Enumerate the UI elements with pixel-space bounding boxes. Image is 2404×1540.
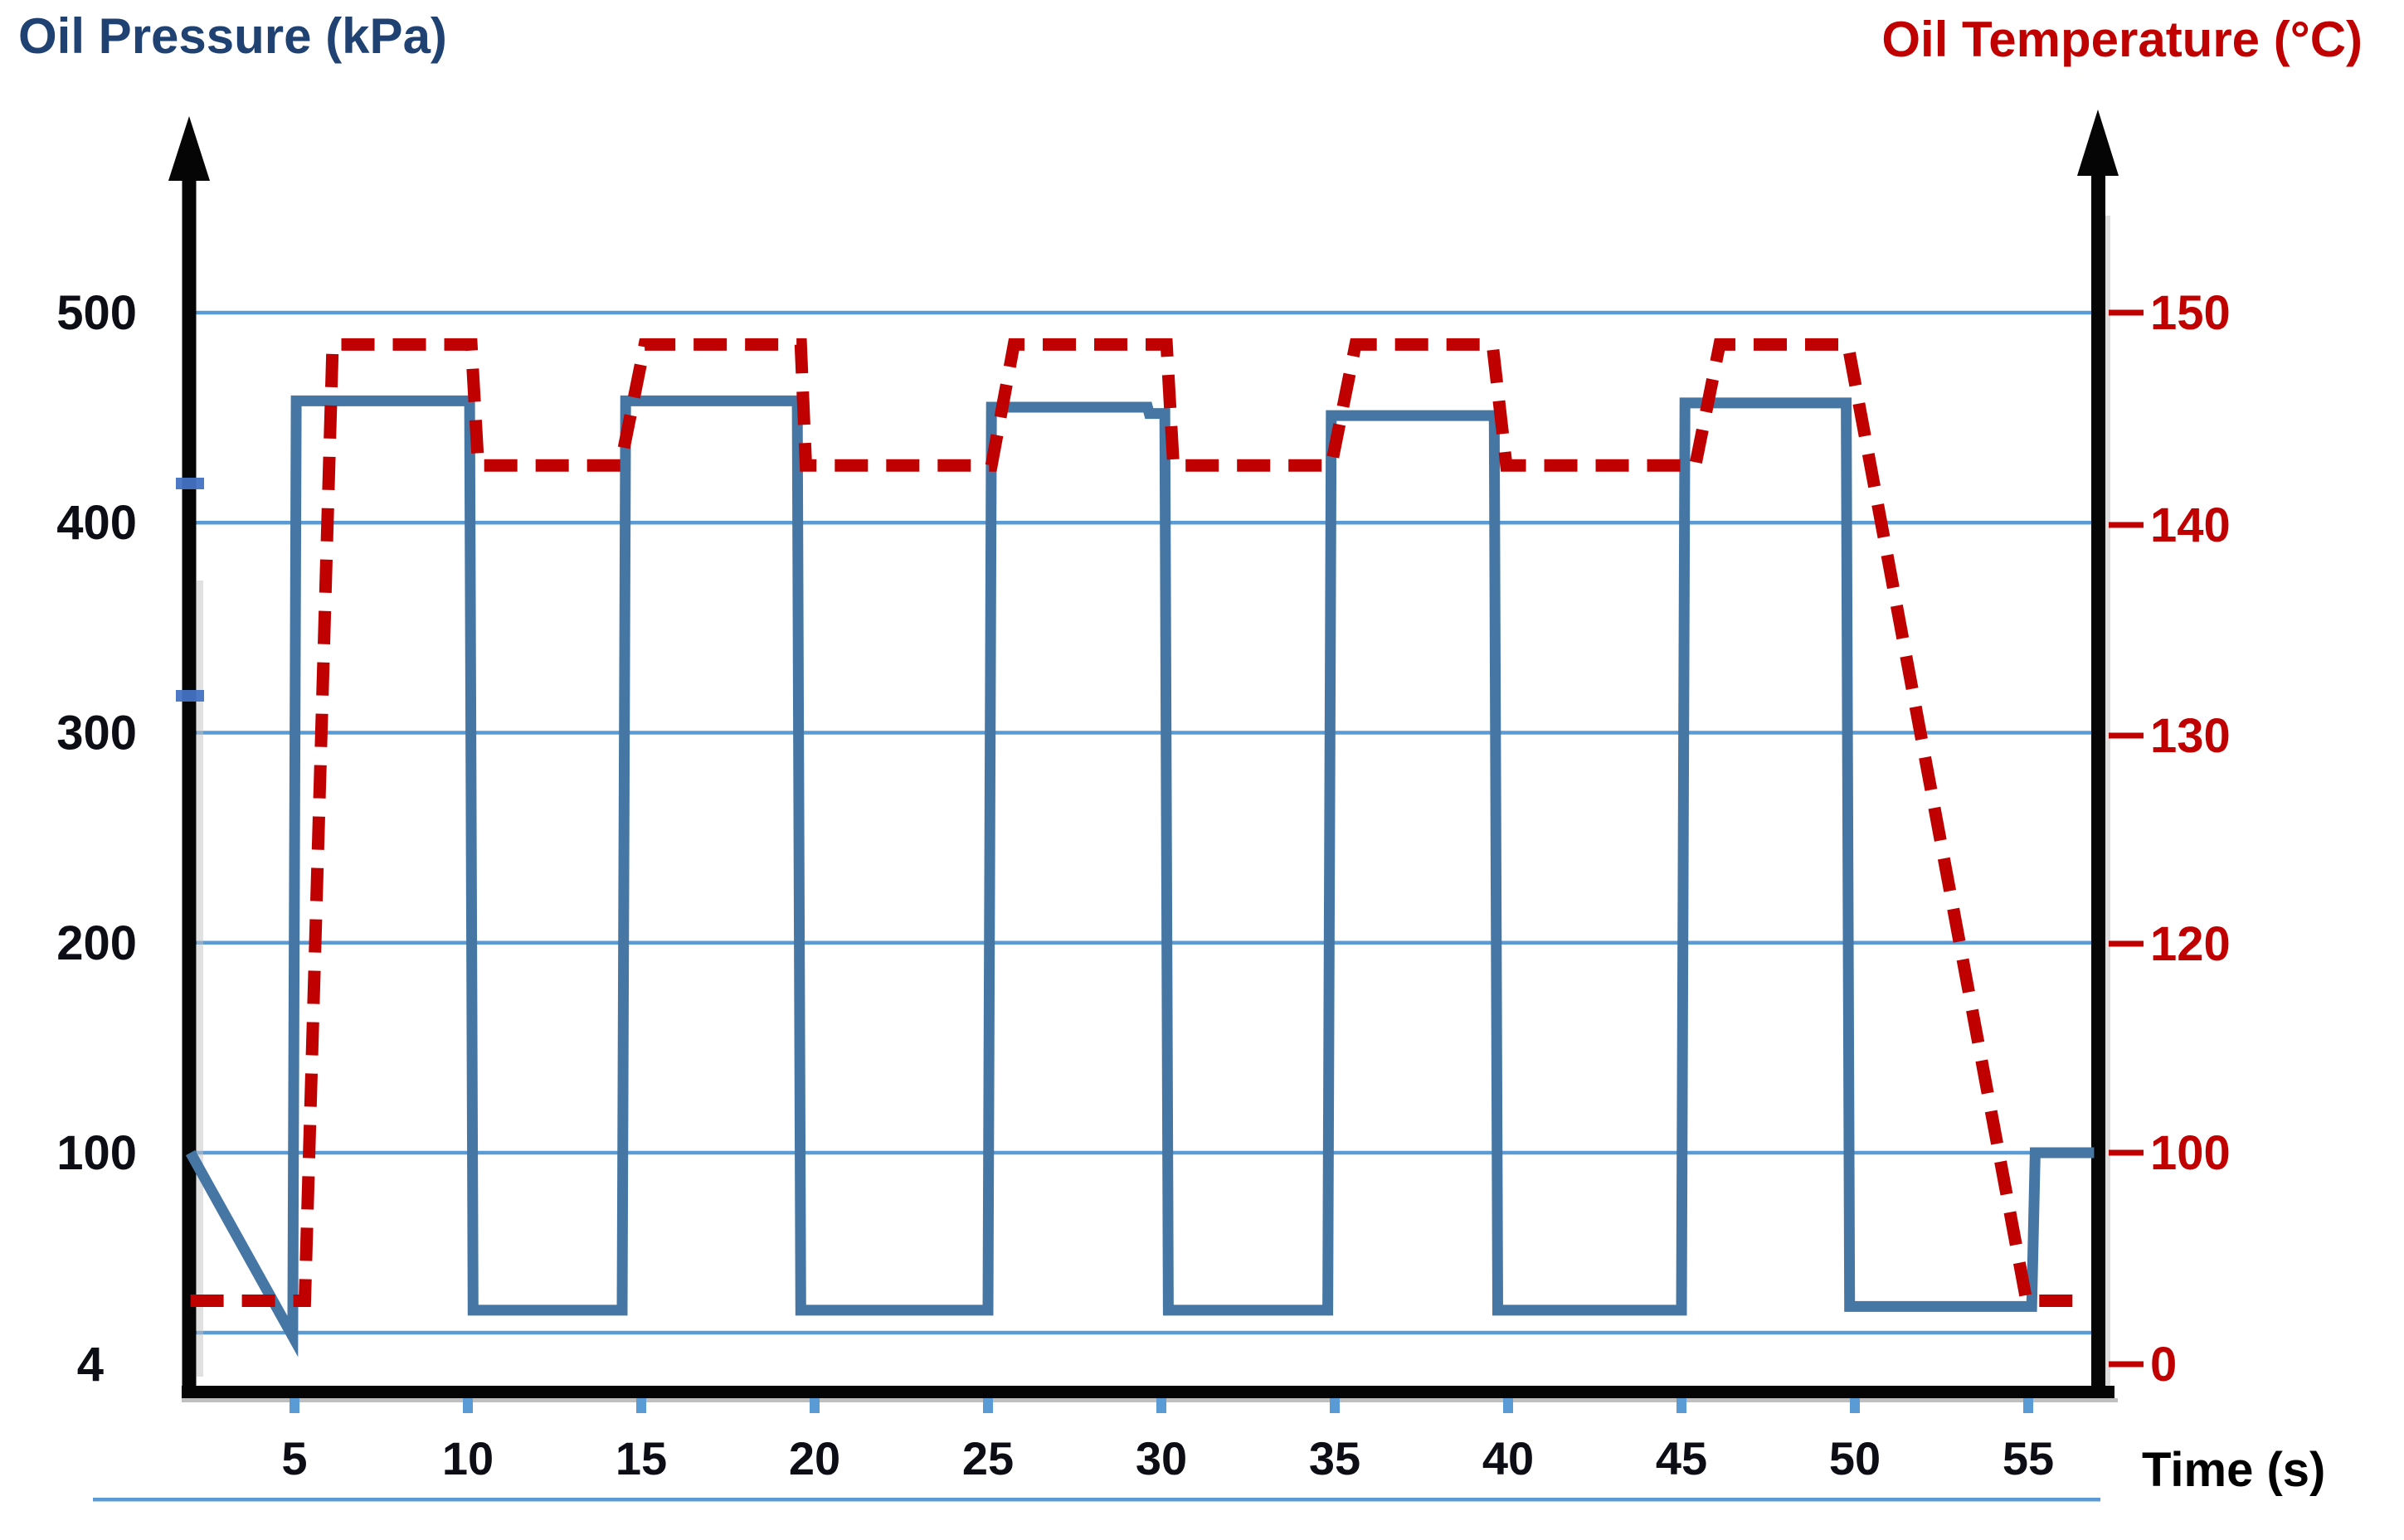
y-right-axis-shadow — [2105, 216, 2110, 1393]
x-tick-mark — [2023, 1398, 2033, 1413]
pressure-line — [185, 395, 2095, 1358]
x-tick-mark — [1503, 1398, 1513, 1413]
x-tick-label: 15 — [616, 1432, 667, 1484]
y-left-tick-label: 400 — [56, 496, 137, 550]
x-tick-label: 35 — [1309, 1432, 1360, 1484]
y-right-tick-label: 150 — [2150, 286, 2231, 340]
x-tick-label: 40 — [1482, 1432, 1534, 1484]
temperature-line — [190, 338, 2088, 1307]
y-left-axis-minor-tick — [176, 478, 204, 489]
y-left-axis-line — [182, 170, 197, 1397]
y-left-axis-shadow — [197, 581, 203, 1377]
x-tick-mark — [983, 1398, 993, 1413]
x-tick-label: 50 — [1829, 1432, 1881, 1484]
y-left-tick-label: 100 — [56, 1126, 137, 1180]
y-left-tick-label: 500 — [56, 286, 137, 340]
series-layer — [185, 338, 2095, 1358]
y-right-tick-mark — [2109, 522, 2144, 528]
y-right-axis-arrow-icon — [2077, 109, 2119, 176]
x-axis-shadow — [182, 1398, 2118, 1402]
y-left-axis-title: Oil Pressure (kPa) — [18, 8, 447, 64]
x-tick-label: 20 — [789, 1432, 840, 1484]
y-right-tick-mark — [2109, 1149, 2144, 1156]
x-tick-mark — [1156, 1398, 1166, 1413]
x-axis-title: Time (s) — [2142, 1443, 2325, 1497]
x-tick-label: 25 — [962, 1432, 1014, 1484]
y-left-tick-label: 200 — [56, 916, 137, 970]
x-tick-mark — [1676, 1398, 1686, 1413]
x-tick-mark — [463, 1398, 473, 1413]
footer-rule — [93, 1498, 2100, 1502]
y-left-tick-label: 4 — [77, 1338, 104, 1392]
y-right-tick-label: 140 — [2150, 498, 2231, 552]
y-left-axis-arrow-icon — [168, 116, 210, 181]
y-right-axis-title: Oil Temperature (°C) — [1881, 12, 2363, 67]
x-tick-label: 5 — [281, 1432, 307, 1484]
y-right-tick-mark — [2109, 1361, 2144, 1368]
x-tick-mark — [290, 1398, 299, 1413]
y-left-tick-label: 300 — [56, 707, 137, 760]
y-right-tick-mark — [2109, 940, 2144, 947]
x-tick-mark — [1850, 1398, 1860, 1413]
y-right-tick-label: 100 — [2150, 1126, 2231, 1180]
gridline-layer — [191, 310, 2099, 1335]
y-right-tick-label: 130 — [2150, 709, 2231, 763]
tick-layer: 4 100 200 300 400 500 0 100 120 130 140 150 5 10 15 20 2… — [56, 286, 2231, 1484]
y-right-tick-label: 120 — [2150, 917, 2231, 971]
y-right-tick-mark — [2109, 309, 2144, 316]
y-right-tick-mark — [2109, 732, 2144, 739]
x-tick-mark — [810, 1398, 820, 1413]
x-tick-label: 55 — [2003, 1432, 2054, 1484]
axis-layer — [93, 109, 2119, 1502]
y-right-tick-label: 0 — [2150, 1338, 2177, 1392]
x-tick-label: 10 — [442, 1432, 494, 1484]
y-right-axis-line — [2091, 166, 2105, 1397]
x-tick-label: 45 — [1656, 1432, 1707, 1484]
x-tick-mark — [636, 1398, 646, 1413]
y-left-axis-minor-tick — [176, 690, 204, 702]
x-axis-line — [182, 1386, 2114, 1398]
x-tick-mark — [1330, 1398, 1340, 1413]
x-tick-label: 30 — [1136, 1432, 1187, 1484]
